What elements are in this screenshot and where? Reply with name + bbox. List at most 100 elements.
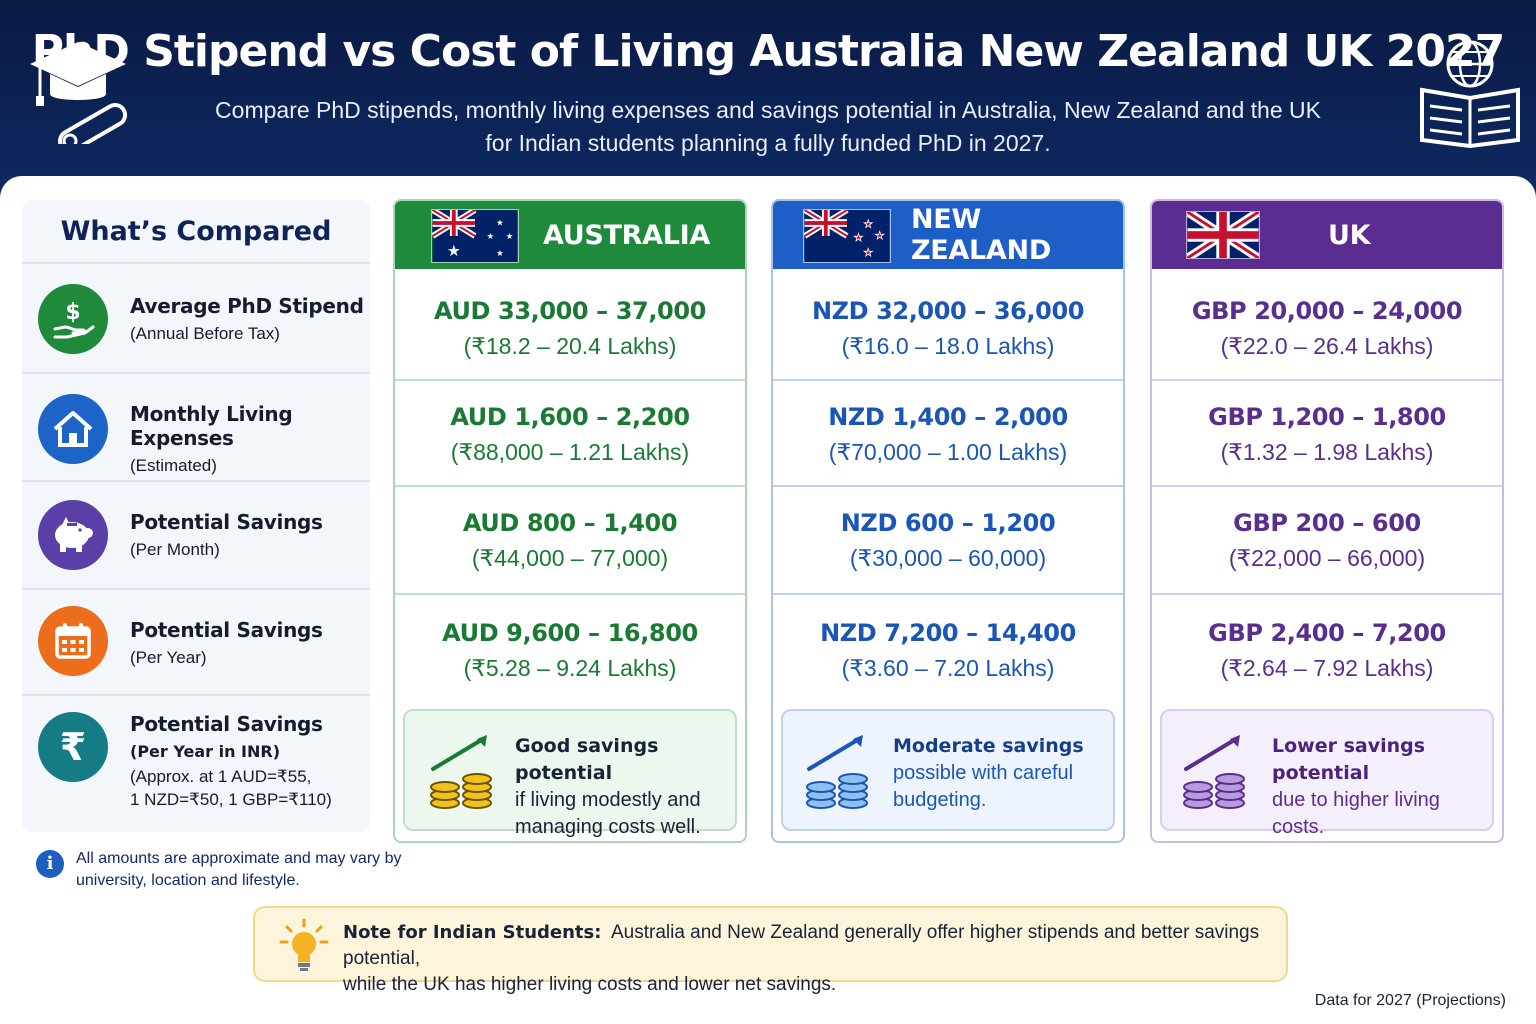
value-foreign: GBP 200 – 600	[1233, 509, 1421, 537]
column-header: ★ ★ ★ ★ ★ AUSTRALIA	[395, 201, 745, 269]
savings-note: Good savings potential if living modestl…	[403, 709, 737, 838]
svg-text:★: ★	[496, 248, 504, 258]
svg-text:★: ★	[487, 231, 495, 241]
cell-savings-year: GBP 2,400 – 7,200 (₹2.64 – 7.92 Lakhs)	[1152, 595, 1502, 705]
value-inr: (₹1.32 – 1.98 Lakhs)	[1220, 439, 1434, 465]
info-icon: i	[36, 850, 64, 878]
value-inr: (₹16.0 – 18.0 Lakhs)	[841, 333, 1055, 359]
labels-heading: What’s Compared	[22, 200, 370, 264]
savings-note: Lower savings potential due to higher li…	[1160, 709, 1494, 838]
subtitle-line-2: for Indian students planning a fully fun…	[485, 130, 1051, 156]
cell-savings-month: AUD 800 – 1,400 (₹44,000 – 77,000)	[395, 487, 745, 595]
column-uk: UK GBP 20,000 – 24,000 (₹22.0 – 26.4 Lak…	[1150, 199, 1504, 843]
note-line-2: while the UK has higher living costs and…	[343, 974, 837, 995]
value-inr: (₹3.60 – 7.20 Lakhs)	[841, 655, 1055, 681]
value-inr: (₹22.0 – 26.4 Lakhs)	[1220, 333, 1434, 359]
svg-text:★: ★	[506, 231, 514, 241]
note-bold: Moderate savings	[893, 735, 1084, 757]
comparison-labels: What’s Compared $ Average PhD Stipend (A…	[22, 200, 370, 832]
note-line-2: if living modestly and	[515, 789, 701, 811]
page-title: PhD Stipend vs Cost of Living Australia …	[31, 26, 1505, 77]
note-line-2: possible with careful	[893, 762, 1074, 784]
label-main: Average PhD Stipend	[130, 294, 364, 318]
money-hand-icon: $	[38, 284, 108, 354]
column-new-zealand: ★ ★ ★ ★ NEW ZEALAND NZD 32,000 – 36,000 …	[771, 199, 1125, 843]
cell-expenses: GBP 1,200 – 1,800 (₹1.32 – 1.98 Lakhs)	[1152, 381, 1502, 487]
country-name: AUSTRALIA	[543, 219, 710, 251]
new-zealand-flag-icon: ★ ★ ★ ★	[803, 209, 891, 263]
label-main: Potential Savings	[130, 618, 323, 642]
globe-book-icon	[1420, 40, 1520, 148]
cell-stipend: NZD 32,000 – 36,000 (₹16.0 – 18.0 Lakhs)	[773, 269, 1123, 381]
svg-text:★: ★	[447, 243, 461, 260]
label-sub: (Per Year)	[130, 648, 207, 667]
svg-text:★: ★	[863, 247, 873, 259]
label-main: Potential Savings	[130, 510, 323, 534]
page-subtitle: Compare PhD stipends, monthly living exp…	[0, 94, 1536, 160]
label-row-stipend: $ Average PhD Stipend (Annual Before Tax…	[22, 264, 370, 374]
svg-text:$: $	[65, 300, 80, 325]
svg-text:★: ★	[863, 218, 873, 230]
svg-text:★: ★	[854, 232, 864, 244]
coins-growth-icon	[806, 735, 868, 809]
value-foreign: NZD 1,400 – 2,000	[828, 403, 1068, 431]
label-exchange-rate-1: (Approx. at 1 AUD=₹55,	[130, 767, 312, 786]
value-inr: (₹5.28 – 9.24 Lakhs)	[463, 655, 677, 681]
subtitle-line-1: Compare PhD stipends, monthly living exp…	[215, 97, 1321, 123]
value-inr: (₹70,000 – 1.00 Lakhs)	[828, 439, 1068, 465]
note-heading: Note for Indian Students:	[343, 922, 602, 943]
value-foreign: GBP 20,000 – 24,000	[1191, 297, 1463, 325]
data-projection-note: Data for 2027 (Projections)	[1314, 992, 1506, 1009]
label-row-savings-month: Potential Savings (Per Month)	[22, 484, 370, 590]
disclaimer-text: All amounts are approximate and may vary…	[76, 850, 402, 889]
label-exchange-rate-2: 1 NZD=₹50, 1 GBP=₹110)	[130, 790, 332, 809]
note-line-3: costs.	[1272, 816, 1325, 838]
svg-text:★: ★	[875, 230, 885, 242]
value-inr: (₹22,000 – 66,000)	[1228, 545, 1426, 571]
value-foreign: AUD 9,600 – 16,800	[442, 619, 698, 647]
svg-text:★: ★	[496, 217, 504, 227]
coins-growth-icon	[1183, 735, 1245, 809]
label-row-expenses: Monthly Living Expenses (Estimated)	[22, 376, 370, 482]
savings-note: Moderate savings possible with careful b…	[781, 709, 1115, 831]
label-main: Potential Savings	[130, 712, 323, 736]
cell-expenses: AUD 1,600 – 2,200 (₹88,000 – 1.21 Lakhs)	[395, 381, 745, 487]
cell-expenses: NZD 1,400 – 2,000 (₹70,000 – 1.00 Lakhs)	[773, 381, 1123, 487]
note-line-1: Australia and New Zealand generally offe…	[343, 922, 1260, 969]
label-sub: (Annual Before Tax)	[130, 324, 280, 343]
value-foreign: AUD 33,000 – 37,000	[434, 297, 706, 325]
note-line-3: managing costs well.	[515, 816, 701, 838]
cell-savings-month: GBP 200 – 600 (₹22,000 – 66,000)	[1152, 487, 1502, 595]
value-inr: (₹88,000 – 1.21 Lakhs)	[450, 439, 690, 465]
calendar-icon	[38, 606, 108, 676]
cell-stipend: AUD 33,000 – 37,000 (₹18.2 – 20.4 Lakhs)	[395, 269, 745, 381]
country-name: NEW ZEALAND	[911, 204, 1051, 266]
australia-flag-icon: ★ ★ ★ ★ ★	[431, 209, 519, 263]
cell-savings-month: NZD 600 – 1,200 (₹30,000 – 60,000)	[773, 487, 1123, 595]
lightbulb-icon	[279, 918, 329, 971]
uk-flag-icon	[1186, 211, 1260, 259]
note-bold: Lower savings potential	[1272, 735, 1426, 784]
house-icon	[38, 394, 108, 464]
label-sub: (Per Month)	[130, 540, 220, 559]
label-sub: (Estimated)	[130, 456, 217, 475]
value-foreign: AUD 1,600 – 2,200	[450, 403, 690, 431]
label-row-savings-inr: ₹ Potential Savings (Per Year in INR) (A…	[22, 698, 370, 832]
value-inr: (₹2.64 – 7.92 Lakhs)	[1220, 655, 1434, 681]
value-inr: (₹30,000 – 60,000)	[849, 545, 1047, 571]
value-foreign: NZD 32,000 – 36,000	[811, 297, 1085, 325]
value-foreign: AUD 800 – 1,400	[462, 509, 678, 537]
value-inr: (₹18.2 – 20.4 Lakhs)	[463, 333, 677, 359]
value-foreign: NZD 600 – 1,200	[840, 509, 1056, 537]
cell-savings-year: AUD 9,600 – 16,800 (₹5.28 – 9.24 Lakhs)	[395, 595, 745, 705]
rupee-icon: ₹	[38, 712, 108, 782]
note-line-2: due to higher living	[1272, 789, 1440, 811]
coins-growth-icon	[430, 735, 492, 809]
piggy-bank-icon	[38, 500, 108, 570]
note-bold: Good savings potential	[515, 735, 659, 784]
note-line-3: budgeting.	[893, 789, 987, 811]
student-note: Note for Indian Students: Australia and …	[253, 906, 1288, 995]
column-australia: ★ ★ ★ ★ ★ AUSTRALIA AUD 33,000 – 37,000 …	[393, 199, 747, 843]
column-header: ★ ★ ★ ★ NEW ZEALAND	[773, 201, 1123, 269]
value-inr: (₹44,000 – 77,000)	[471, 545, 669, 571]
